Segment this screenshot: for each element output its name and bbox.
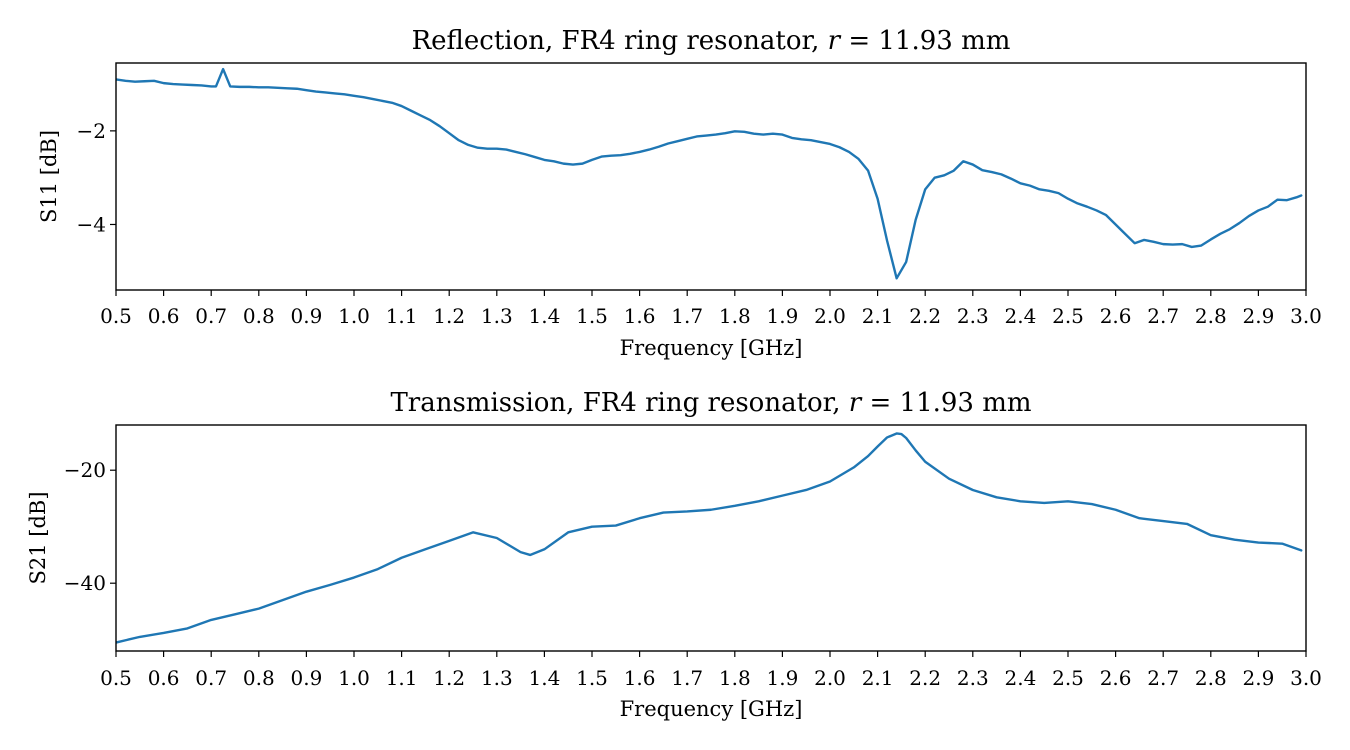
title-variable: r: [828, 26, 842, 56]
x-tick-label: 1.7: [671, 304, 703, 328]
x-tick-label: 1.2: [433, 666, 465, 690]
x-tick-label: 1.6: [624, 666, 656, 690]
x-tick-label: 2.3: [957, 304, 989, 328]
x-tick-label: 0.7: [195, 304, 227, 328]
y-axis-label: S21 [dB]: [26, 491, 50, 584]
x-tick-label: 0.5: [100, 304, 132, 328]
x-axis-label: Frequency [GHz]: [620, 336, 803, 360]
x-axis-label: Frequency [GHz]: [620, 697, 803, 721]
x-tick-label: 2.4: [1004, 666, 1036, 690]
x-tick-label: 1.8: [719, 304, 751, 328]
title-prefix: Transmission, FR4 ring resonator,: [390, 388, 848, 418]
x-tick-label: 1.5: [576, 304, 608, 328]
x-tick-label: 2.9: [1242, 304, 1274, 328]
x-tick-label: 2.5: [1052, 666, 1084, 690]
x-tick-label: 1.4: [528, 304, 560, 328]
y-tick-label: −20: [64, 458, 106, 482]
x-tick-label: 2.2: [909, 304, 941, 328]
chart-title: Reflection, FR4 ring resonator, r = 11.9…: [412, 26, 1011, 56]
x-tick-label: 1.7: [671, 666, 703, 690]
x-tick-label: 1.9: [766, 304, 798, 328]
x-tick-label: 1.1: [386, 304, 418, 328]
x-tick-label: 0.6: [148, 666, 180, 690]
x-tick-label: 2.0: [814, 304, 846, 328]
x-tick-label: 1.2: [433, 304, 465, 328]
y-tick-label: −40: [64, 571, 106, 595]
x-tick-label: 1.5: [576, 666, 608, 690]
x-tick-label: 2.4: [1004, 304, 1036, 328]
x-tick-label: 0.8: [243, 666, 275, 690]
x-tick-label: 1.3: [481, 304, 513, 328]
x-tick-label: 1.8: [719, 666, 751, 690]
x-tick-label: 2.0: [814, 666, 846, 690]
x-tick-label: 2.6: [1100, 304, 1132, 328]
x-tick-label: 1.0: [338, 666, 370, 690]
x-tick-label: 3.0: [1290, 304, 1322, 328]
x-tick-label: 2.6: [1100, 666, 1132, 690]
x-tick-label: 1.1: [386, 666, 418, 690]
x-tick-label: 3.0: [1290, 666, 1322, 690]
series-line-0: [116, 432, 1303, 644]
x-tick-label: 1.4: [528, 666, 560, 690]
x-tick-label: 0.6: [148, 304, 180, 328]
title-prefix: Reflection, FR4 ring resonator,: [412, 26, 828, 56]
title-suffix: = 11.93 mm: [840, 26, 1010, 56]
x-tick-label: 1.0: [338, 304, 370, 328]
chart-title: Transmission, FR4 ring resonator, r = 11…: [390, 388, 1031, 418]
x-tick-label: 2.9: [1242, 666, 1274, 690]
x-tick-label: 2.8: [1195, 304, 1227, 328]
x-tick-label: 1.3: [481, 666, 513, 690]
x-tick-label: 0.9: [290, 666, 322, 690]
plot-frame: [115, 62, 1307, 291]
x-tick-label: 2.1: [862, 666, 894, 690]
x-tick-label: 2.7: [1147, 304, 1179, 328]
series-line-0: [116, 67, 1303, 280]
title-variable: r: [849, 388, 863, 418]
x-tick-label: 0.9: [290, 304, 322, 328]
x-tick-label: 1.6: [624, 304, 656, 328]
x-tick-label: 2.3: [957, 666, 989, 690]
transmission-panel: Transmission, FR4 ring resonator, r = 11…: [26, 388, 1322, 721]
reflection-panel: Reflection, FR4 ring resonator, r = 11.9…: [37, 26, 1322, 360]
plot-frame: [115, 424, 1307, 652]
x-tick-label: 1.9: [766, 666, 798, 690]
x-tick-label: 2.1: [862, 304, 894, 328]
x-tick-label: 0.7: [195, 666, 227, 690]
x-tick-label: 2.7: [1147, 666, 1179, 690]
title-suffix: = 11.93 mm: [861, 388, 1031, 418]
x-tick-label: 0.5: [100, 666, 132, 690]
y-tick-label: −4: [77, 212, 106, 236]
y-tick-label: −2: [77, 119, 106, 143]
y-axis-label: S11 [dB]: [37, 130, 61, 223]
x-tick-label: 0.8: [243, 304, 275, 328]
x-tick-label: 2.2: [909, 666, 941, 690]
x-tick-label: 2.5: [1052, 304, 1084, 328]
x-tick-label: 2.8: [1195, 666, 1227, 690]
